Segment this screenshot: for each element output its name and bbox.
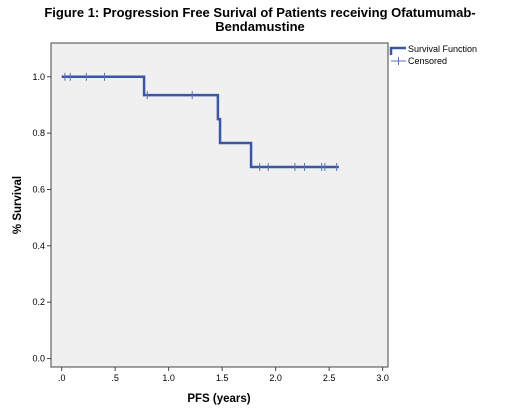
legend-label-censored: Censored: [408, 56, 447, 66]
y-tick-label: 0.4: [32, 241, 45, 251]
x-tick-label: 2.0: [269, 373, 282, 383]
x-tick-label: 3.0: [376, 373, 389, 383]
legend-label-survival: Survival Function: [408, 44, 477, 54]
x-tick-label: 1.0: [162, 373, 175, 383]
x-tick-label: .0: [58, 373, 66, 383]
y-tick-label: 0.6: [32, 185, 45, 195]
x-tick-label: 2.5: [323, 373, 336, 383]
series-layer: [61, 72, 339, 171]
x-axis-label: PFS (years): [187, 393, 250, 405]
x-axis: .0 .5 1.0 1.5 2.0 2.5 3.0: [58, 367, 389, 383]
legend: Survival Function Censored: [389, 44, 477, 66]
chart-title-line-2: Bendamustine: [215, 19, 305, 34]
y-tick-label: 0.8: [32, 128, 45, 138]
y-tick-label: 0.2: [32, 297, 45, 307]
legend-swatch-survival: [389, 46, 406, 55]
y-tick-label: 1.0: [32, 72, 45, 82]
x-tick-label: 1.5: [216, 373, 229, 383]
y-axis-label: % Survival: [12, 176, 24, 234]
chart-title: Figure 1: Progression Free Surival of Pa…: [0, 6, 520, 34]
survival-function-line: [61, 75, 339, 169]
y-tick-label: 0.0: [32, 354, 45, 364]
plot-area: [50, 42, 389, 368]
y-axis: 0.0 0.2 0.4 0.6 0.8 1.0: [32, 72, 51, 364]
chart-title-line-1: Figure 1: Progression Free Surival of Pa…: [44, 5, 476, 20]
x-tick-label: .5: [111, 373, 119, 383]
